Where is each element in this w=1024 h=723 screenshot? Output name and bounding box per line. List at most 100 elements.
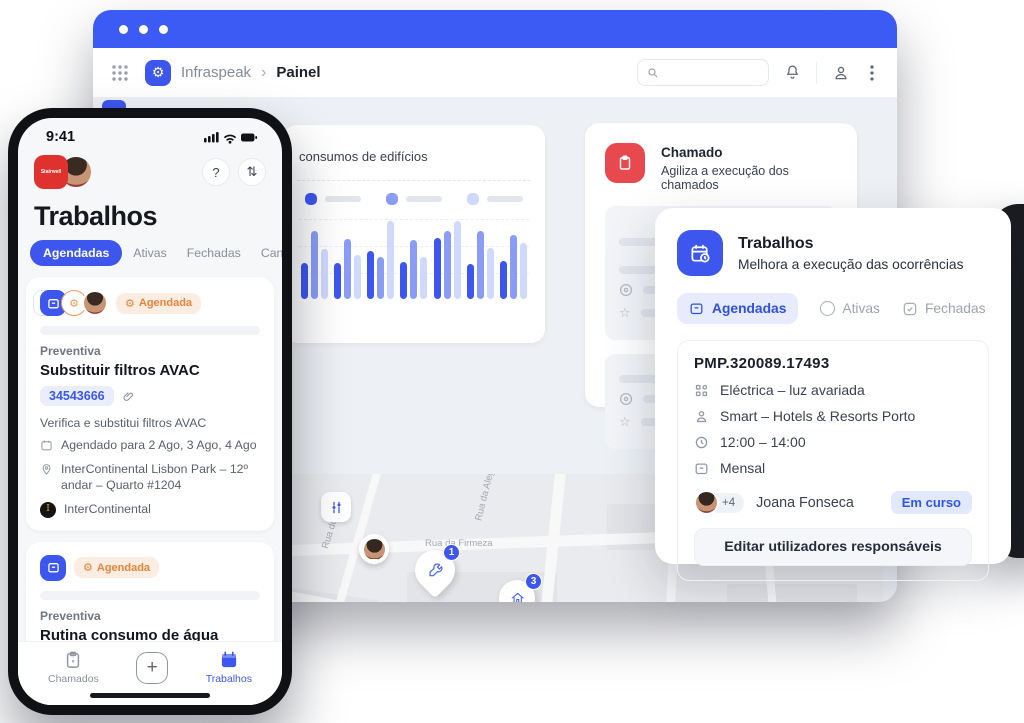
order-time-row: 12:00 – 14:00 xyxy=(694,434,972,450)
sort-button[interactable]: ⇅ xyxy=(238,158,266,186)
wrench-pin[interactable] xyxy=(406,541,464,599)
apps-grid-icon[interactable] xyxy=(111,64,129,82)
infraspeak-logo-icon[interactable]: ⚙ xyxy=(145,59,171,86)
work-id-badge[interactable]: 34543666 xyxy=(40,386,114,406)
kebab-menu-button[interactable] xyxy=(865,64,879,81)
clipboard-icon xyxy=(605,143,645,183)
status-icons xyxy=(204,131,258,144)
phone-mockup: 9:41 Stairwell ? ⇅ Trabalhos Agendadas xyxy=(8,108,292,715)
consumption-chart-card: consumos de edifícios xyxy=(283,125,545,343)
phone-tabs: Agendadas Ativas Fechadas Canceladas xyxy=(18,240,282,266)
tab-canceladas[interactable]: Canceladas xyxy=(260,246,282,260)
category-grid-icon xyxy=(694,383,709,398)
legend-item xyxy=(305,193,361,205)
divider xyxy=(816,61,817,84)
window-titlebar[interactable] xyxy=(93,10,897,48)
tab-label: Ativas xyxy=(842,301,880,316)
order-client-row: Smart – Hotels & Resorts Porto xyxy=(694,408,972,424)
help-button[interactable]: ? xyxy=(202,158,230,186)
window-dot[interactable] xyxy=(139,24,148,34)
feature-subtitle: Melhora a execução das ocorrências xyxy=(738,256,964,272)
nav-label: Trabalhos xyxy=(205,673,252,685)
house-icon xyxy=(510,592,524,602)
breadcrumb-brand[interactable]: Infraspeak xyxy=(181,64,252,81)
bar xyxy=(433,238,441,299)
gridline xyxy=(299,219,529,220)
window-dot[interactable] xyxy=(159,24,168,34)
bar xyxy=(486,248,494,299)
tab-label: Agendadas xyxy=(712,301,787,316)
bar-group xyxy=(301,231,328,299)
tab-fechadas[interactable]: Fechadas xyxy=(902,301,986,317)
status-label: Agendada xyxy=(96,561,151,574)
pin-count-badge: 3 xyxy=(525,573,542,590)
technician-pin[interactable] xyxy=(359,534,389,565)
calendar-clock-icon xyxy=(677,230,723,276)
tab-agendadas[interactable]: Agendadas xyxy=(30,240,123,266)
nav-trabalhos[interactable]: Trabalhos xyxy=(206,650,252,685)
chart-legend xyxy=(299,193,529,205)
phone-screen: 9:41 Stairwell ? ⇅ Trabalhos Agendadas xyxy=(18,118,282,705)
status-badge: ⚙ Agendada xyxy=(74,557,160,579)
kebab-icon xyxy=(870,64,874,81)
calendar-icon xyxy=(221,651,236,668)
avatar xyxy=(82,290,108,316)
breadcrumb-page[interactable]: Painel xyxy=(276,64,321,81)
legend-placeholder xyxy=(487,196,523,202)
add-button[interactable]: + xyxy=(136,652,169,684)
calendar-icon xyxy=(40,439,53,452)
user-menu-button[interactable] xyxy=(827,64,855,82)
tab-fechadas[interactable]: Fechadas xyxy=(186,246,241,260)
avatar xyxy=(363,538,385,560)
calendar-icon xyxy=(690,303,703,315)
legend-placeholder xyxy=(325,196,361,202)
bar xyxy=(410,240,418,299)
legend-swatch xyxy=(467,193,479,205)
window-dot[interactable] xyxy=(119,24,128,34)
nav-chamados[interactable]: Chamados xyxy=(48,650,99,685)
clock-icon xyxy=(694,435,709,450)
chamado-header: Chamado Agiliza a execução dos chamados xyxy=(605,143,837,192)
bar xyxy=(400,262,408,299)
bar xyxy=(301,263,308,299)
home-indicator[interactable] xyxy=(90,693,210,698)
search-icon xyxy=(648,67,658,77)
legend-item xyxy=(386,193,442,205)
bar xyxy=(466,264,474,299)
company-logo[interactable]: Stairwell xyxy=(34,155,68,189)
tab-ativas[interactable]: Ativas xyxy=(133,246,167,260)
notifications-button[interactable] xyxy=(779,64,806,81)
sliders-icon xyxy=(332,501,340,513)
bar xyxy=(499,261,507,299)
phone-status-bar: 9:41 xyxy=(18,118,282,145)
order-time: 12:00 – 14:00 xyxy=(720,434,806,450)
chamado-title: Chamado xyxy=(661,145,723,160)
location-row: InterContinental Lisbon Park – 12º andar… xyxy=(40,462,260,494)
work-order-card[interactable]: PMP.320089.17493 Eléctrica – luz avariad… xyxy=(677,340,989,581)
card-icon-row: ⚙ ⚙ Agendada xyxy=(33,290,260,316)
bar xyxy=(377,257,385,299)
legend-swatch xyxy=(305,193,317,205)
location-text: InterContinental Lisbon Park – 12º andar… xyxy=(61,461,249,492)
chart-title: consumos de edifícios xyxy=(299,149,428,164)
legend-placeholder xyxy=(406,196,442,202)
search-input[interactable] xyxy=(637,59,769,86)
work-pin-group[interactable]: 1 xyxy=(406,541,464,599)
intercontinental-logo-icon: I xyxy=(40,501,56,518)
edit-assignees-button[interactable]: Editar utilizadores responsáveis xyxy=(694,528,972,566)
map-filter-button[interactable] xyxy=(321,492,351,522)
order-category-row: Eléctrica – luz avariada xyxy=(694,382,972,398)
phone-header: Stairwell ? ⇅ xyxy=(18,145,282,189)
circle-dot-icon xyxy=(619,392,633,406)
bar xyxy=(311,231,318,299)
tab-agendadas[interactable]: Agendadas xyxy=(677,293,799,324)
work-type: Preventiva xyxy=(40,608,101,623)
work-card[interactable]: ⚙ ⚙ Agendada Preventiva Substituir filtr… xyxy=(26,277,274,531)
bar xyxy=(354,255,362,299)
building-pin-group[interactable]: 3 xyxy=(491,572,543,602)
house-pin[interactable] xyxy=(491,572,543,602)
pin-count-badge: 1 xyxy=(443,544,460,561)
bell-icon xyxy=(786,65,799,79)
tab-ativas[interactable]: Ativas xyxy=(820,301,880,316)
